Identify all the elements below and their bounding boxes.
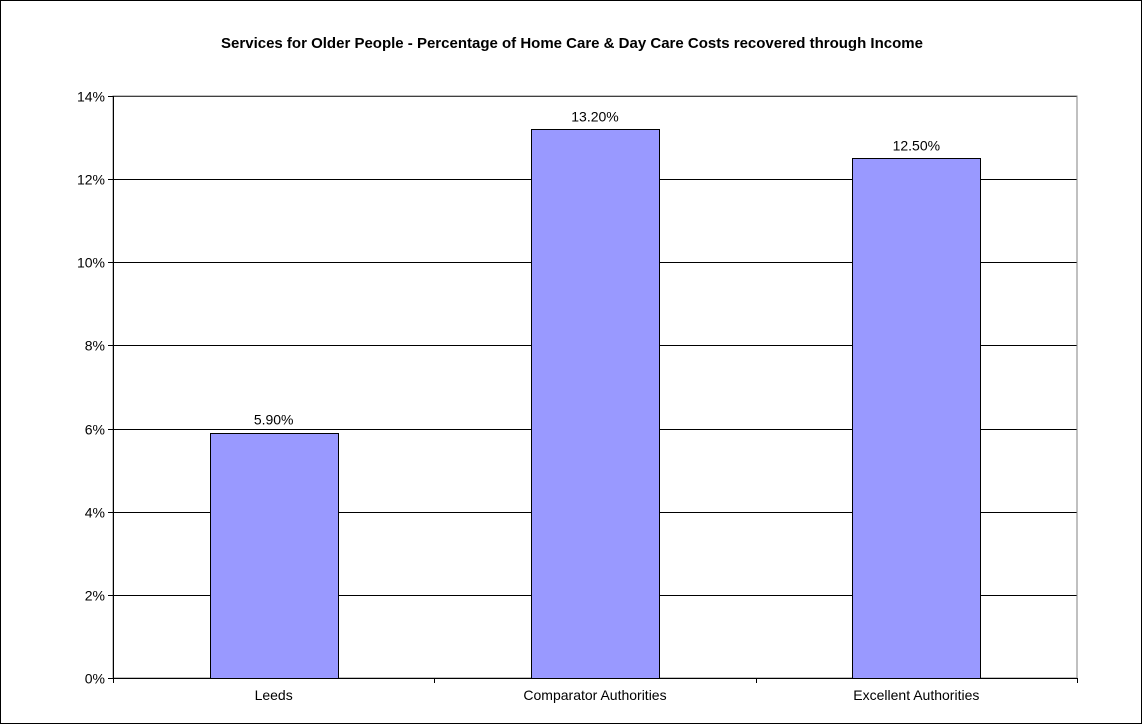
y-tick-label: 4% bbox=[85, 505, 105, 521]
bar-excellent-authorities bbox=[852, 158, 981, 679]
x-tick-label: Excellent Authorities bbox=[853, 687, 979, 703]
chart-title: Services for Older People - Percentage o… bbox=[221, 35, 923, 52]
y-tick-label: 8% bbox=[85, 338, 105, 354]
bars bbox=[210, 129, 981, 679]
bar-comparator-authorities bbox=[531, 129, 660, 679]
y-tick-label: 10% bbox=[77, 255, 105, 271]
y-tick-label: 12% bbox=[77, 172, 105, 188]
y-tick-label: 2% bbox=[85, 588, 105, 604]
x-axis: Leeds Comparator Authorities Excellent Aut… bbox=[113, 678, 1078, 703]
x-tick-label: Leeds bbox=[255, 687, 293, 703]
y-tick-label: 0% bbox=[85, 671, 105, 687]
bar-leeds bbox=[210, 433, 339, 679]
y-axis: 0% 2% 4% 6% 8% 10% 12% 14% bbox=[77, 89, 113, 687]
data-label: 5.90% bbox=[254, 412, 294, 428]
data-label: 13.20% bbox=[571, 108, 618, 124]
data-labels: 5.90% 13.20% 12.50% bbox=[254, 108, 940, 427]
data-label: 12.50% bbox=[893, 137, 940, 153]
y-tick-label: 6% bbox=[85, 422, 105, 438]
y-tick-label: 14% bbox=[77, 89, 105, 105]
x-tick-label: Comparator Authorities bbox=[523, 687, 666, 703]
